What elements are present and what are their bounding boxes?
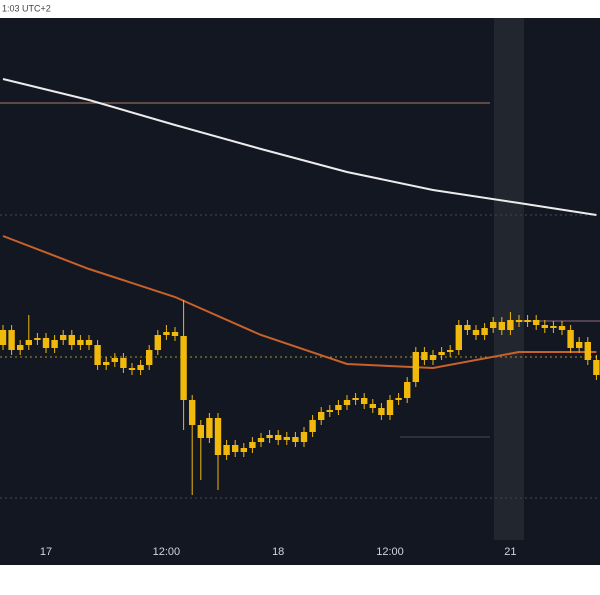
candle-body	[558, 326, 566, 330]
candle-body	[464, 325, 471, 330]
candle-body	[180, 336, 187, 400]
candle-body	[42, 338, 50, 348]
candle-body	[300, 432, 308, 442]
candle-body	[498, 322, 505, 330]
candle-body	[421, 352, 428, 360]
candle-body	[223, 445, 230, 455]
candle-body	[120, 358, 127, 368]
x-tick-label: 21	[504, 546, 516, 558]
candle-body	[111, 358, 118, 362]
candle-body	[515, 320, 523, 322]
candle-body	[326, 410, 333, 412]
time-axis	[0, 540, 600, 565]
candle-body	[576, 342, 583, 348]
candle-body	[386, 400, 394, 415]
moving-average	[2, 78, 597, 216]
candle-body	[249, 442, 256, 448]
candle-body	[266, 435, 273, 438]
candle-body	[189, 400, 196, 425]
candle-body	[361, 398, 368, 404]
header-time: 1:03 UTC+2	[2, 3, 51, 13]
candle-body	[51, 340, 58, 348]
candle-body	[103, 362, 110, 365]
x-tick-label: 17	[40, 546, 52, 558]
candle-body	[128, 368, 136, 370]
candle-body	[8, 330, 15, 350]
candle-body	[60, 335, 67, 340]
candle-body	[232, 445, 239, 452]
candle-body	[524, 320, 531, 322]
candle-body	[343, 400, 351, 405]
candle-body	[17, 345, 24, 350]
candle-body	[369, 404, 376, 408]
candle-body	[0, 330, 7, 345]
candle-body	[154, 335, 161, 350]
candle-body	[395, 398, 402, 400]
candle-body	[507, 320, 514, 330]
candle-body	[257, 438, 265, 442]
x-tick-label: 12:00	[376, 546, 404, 558]
candle-body	[309, 420, 316, 432]
x-tick-label: 18	[272, 546, 284, 558]
candle-body	[584, 342, 591, 360]
candle-body	[146, 350, 153, 365]
candle-body	[429, 355, 437, 360]
candle-body	[197, 425, 204, 438]
candle-body	[137, 365, 144, 370]
candle-body	[68, 335, 75, 345]
candle-body	[283, 437, 290, 440]
candle-body	[25, 340, 32, 345]
moving-average	[2, 235, 597, 370]
candle-body	[214, 418, 222, 455]
candle-body	[412, 352, 419, 382]
candle-body	[34, 338, 41, 340]
candle-body	[541, 325, 548, 328]
candle-body	[447, 350, 454, 352]
candle-body	[275, 435, 282, 440]
candle-body	[378, 408, 385, 415]
candle-body	[455, 325, 462, 350]
candle-body	[94, 345, 101, 365]
candle-body	[567, 330, 574, 348]
candle-body	[352, 398, 359, 400]
candle-body	[240, 448, 247, 452]
candle-body	[171, 332, 179, 336]
candle-body	[206, 418, 213, 438]
candle-body	[481, 328, 488, 335]
candle-body	[472, 330, 480, 335]
candle-body	[533, 320, 540, 325]
candle-body	[438, 352, 445, 355]
candle-body	[318, 412, 325, 420]
candle-body	[404, 382, 411, 398]
candle-body	[292, 437, 299, 442]
candle-body	[163, 332, 170, 335]
highlight-band	[494, 18, 524, 540]
chart-content: 17 12:00 18 12:00 21	[0, 78, 600, 558]
candle-body	[550, 326, 557, 328]
x-tick-label: 12:00	[153, 546, 181, 558]
candle-body	[593, 360, 600, 375]
candle-body	[335, 405, 342, 410]
candle-body	[490, 322, 497, 328]
candle-body	[85, 340, 93, 345]
candle-body	[77, 340, 84, 345]
